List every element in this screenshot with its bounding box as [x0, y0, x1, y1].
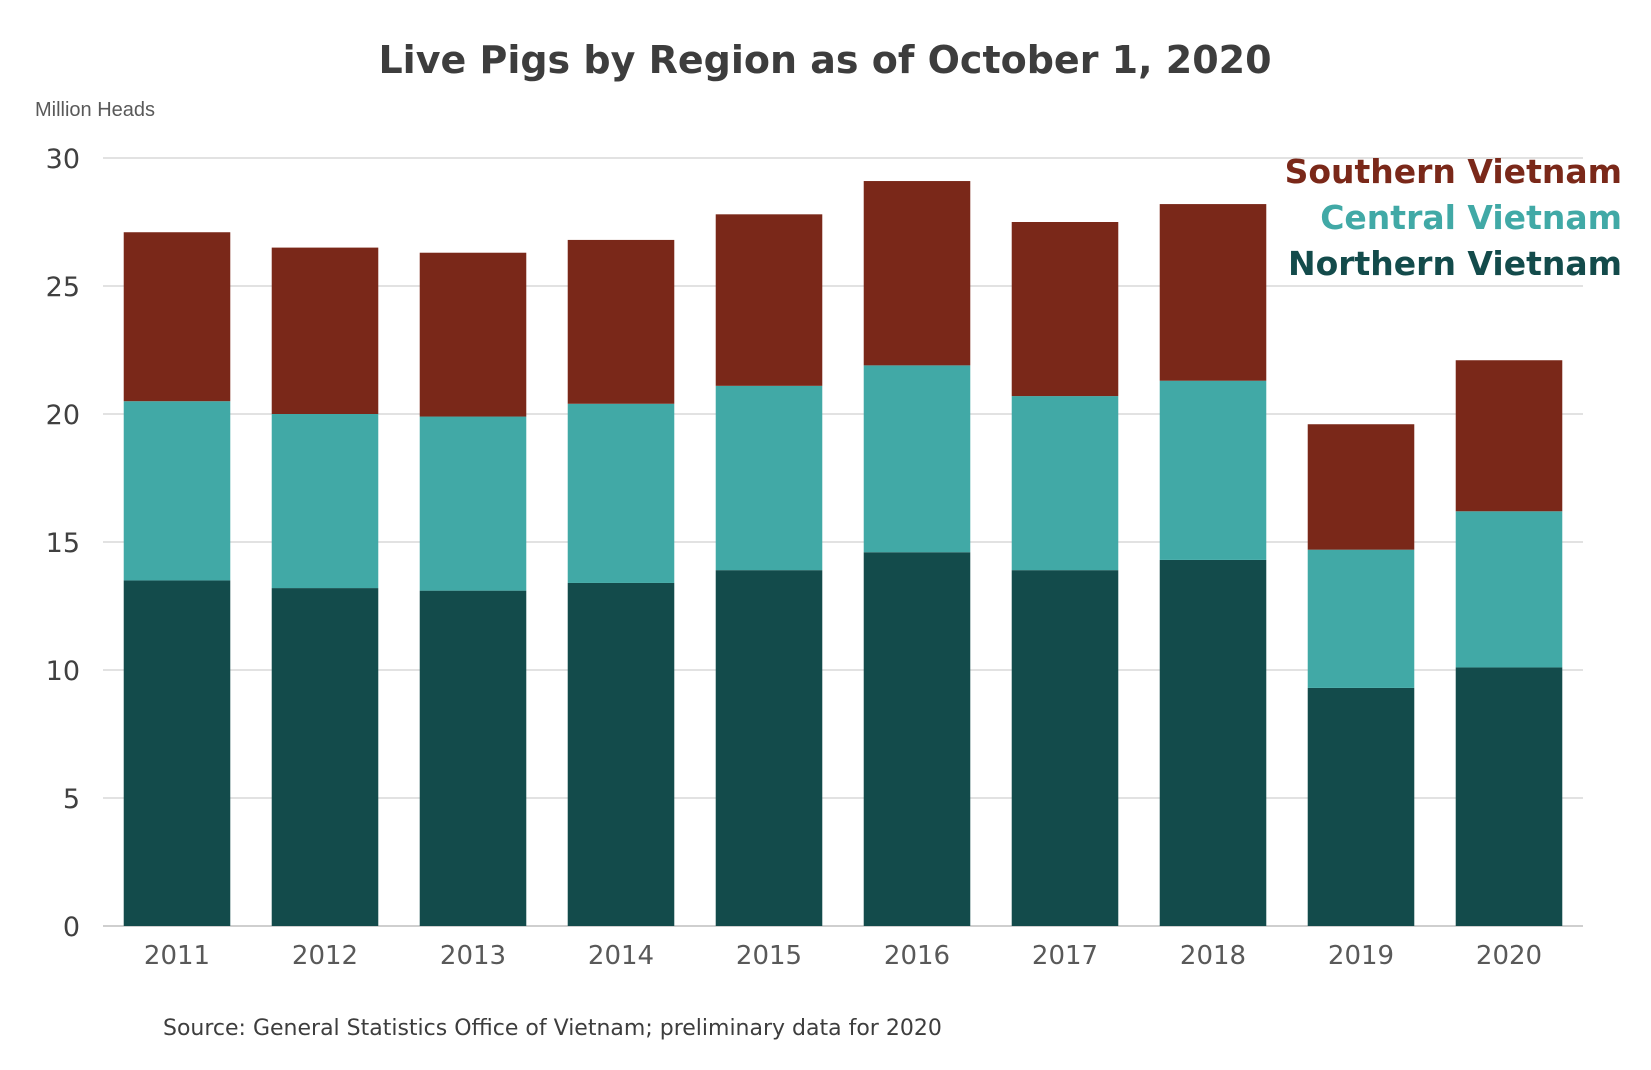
- bar-segment-southern-vietnam-2020: [1455, 360, 1563, 512]
- chart-title: Live Pigs by Region as of October 1, 202…: [378, 38, 1271, 82]
- bar-segment-central-vietnam-2019: [1307, 549, 1415, 688]
- bar-segment-northern-vietnam-2016: [863, 552, 971, 926]
- bar-segment-central-vietnam-2014: [567, 403, 675, 583]
- y-tick-label: 25: [46, 272, 80, 303]
- x-tick-label: 2016: [884, 941, 950, 971]
- legend-entry-northern-vietnam: Northern Vietnam: [1288, 244, 1622, 283]
- x-tick-label: 2017: [1032, 941, 1098, 971]
- bar-segment-central-vietnam-2017: [1011, 396, 1119, 571]
- y-tick-label: 20: [46, 400, 80, 431]
- bar-segment-central-vietnam-2013: [419, 416, 527, 591]
- bar-segment-southern-vietnam-2019: [1307, 424, 1415, 550]
- bar-segment-central-vietnam-2020: [1455, 511, 1563, 668]
- bar-segment-northern-vietnam-2020: [1455, 667, 1563, 926]
- bar-segment-central-vietnam-2016: [863, 365, 971, 553]
- source-note: Source: General Statistics Office of Vie…: [163, 1016, 942, 1041]
- legend: Southern Vietnam Central Vietnam Northern …: [1285, 152, 1622, 283]
- y-tick-label: 15: [46, 528, 80, 559]
- x-tick-label: 2015: [736, 941, 802, 971]
- bar-segment-southern-vietnam-2014: [567, 239, 675, 404]
- y-tick-label: 5: [63, 784, 80, 815]
- bar-segment-southern-vietnam-2017: [1011, 222, 1119, 397]
- x-tick-label: 2020: [1476, 941, 1542, 971]
- bar-segment-northern-vietnam-2013: [419, 590, 527, 926]
- y-tick-label: 30: [46, 144, 80, 175]
- bar-segment-central-vietnam-2018: [1159, 380, 1267, 560]
- x-tick-label: 2011: [144, 941, 210, 971]
- bar-segment-northern-vietnam-2014: [567, 582, 675, 926]
- bar-segment-southern-vietnam-2012: [271, 247, 379, 414]
- bar-segment-southern-vietnam-2018: [1159, 204, 1267, 381]
- bar-segment-central-vietnam-2015: [715, 385, 823, 571]
- x-tick-label: 2012: [292, 941, 358, 971]
- x-axis-ticks: 2011 2012 2013 2014 2015 2016 2017 2018 2019 2020: [144, 941, 1542, 971]
- x-tick-label: 2014: [588, 941, 654, 971]
- bar-segment-central-vietnam-2011: [123, 401, 231, 581]
- x-tick-label: 2019: [1328, 941, 1394, 971]
- bar-segment-southern-vietnam-2015: [715, 214, 823, 386]
- bars: [123, 181, 1563, 926]
- bar-segment-northern-vietnam-2012: [271, 588, 379, 926]
- bar-segment-northern-vietnam-2018: [1159, 559, 1267, 926]
- bar-segment-northern-vietnam-2017: [1011, 570, 1119, 926]
- y-axis-unit-label: Million Heads: [35, 99, 155, 121]
- y-axis-ticks: 0 5 10 15 20 25 30: [46, 144, 80, 943]
- legend-entry-southern-vietnam: Southern Vietnam: [1285, 152, 1622, 191]
- legend-entry-central-vietnam: Central Vietnam: [1320, 198, 1622, 237]
- bar-segment-southern-vietnam-2011: [123, 232, 231, 402]
- bar-segment-northern-vietnam-2019: [1307, 687, 1415, 926]
- bar-segment-southern-vietnam-2016: [863, 181, 971, 366]
- y-tick-label: 10: [46, 656, 80, 687]
- x-tick-label: 2013: [440, 941, 506, 971]
- bar-segment-southern-vietnam-2013: [419, 252, 527, 417]
- x-tick-label: 2018: [1180, 941, 1246, 971]
- y-tick-label: 0: [63, 912, 80, 943]
- bar-segment-northern-vietnam-2011: [123, 580, 231, 926]
- bar-segment-northern-vietnam-2015: [715, 570, 823, 926]
- bar-segment-central-vietnam-2012: [271, 414, 379, 589]
